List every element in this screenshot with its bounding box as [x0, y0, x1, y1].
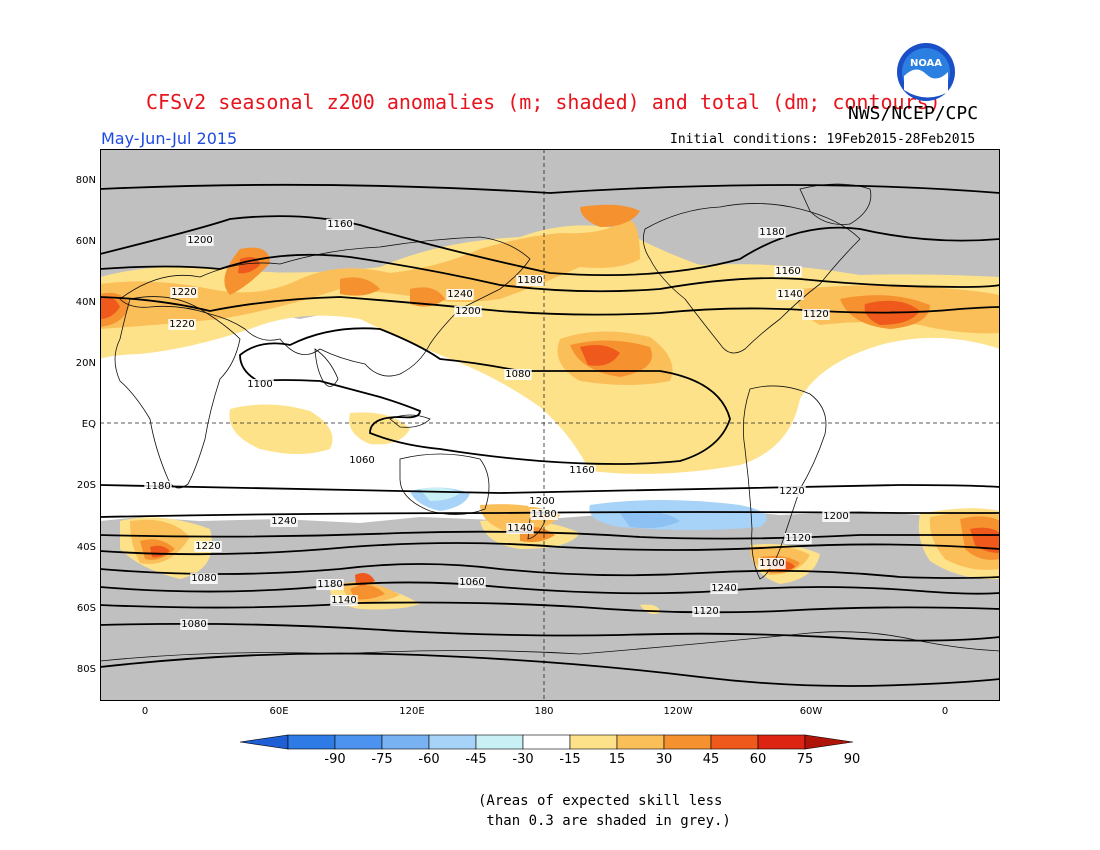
contour-label: 1200 [455, 306, 480, 317]
contour-label: 1060 [349, 455, 374, 466]
lon-label: 60E [269, 706, 289, 717]
colorbar-segment [428, 734, 477, 750]
lat-label: 20N [75, 358, 96, 369]
skill-note: (Areas of expected skill less than 0.3 a… [478, 793, 731, 829]
lat-label: 40S [76, 542, 96, 553]
contour-label: 1120 [785, 533, 810, 544]
contour-labels: 1160 1180 1200 1220 1240 1220 1200 1180 … [144, 219, 850, 630]
height-contours [100, 183, 1000, 687]
map-title: CFSv2 seasonal z200 anomalies (m; shaded… [146, 90, 941, 114]
lat-label: 60N [75, 236, 96, 247]
colorbar-tick-label: -45 [465, 752, 487, 767]
lon-label: 0 [141, 706, 149, 717]
colorbar-tick-label: 15 [608, 752, 626, 767]
colorbar-segment [710, 734, 759, 750]
colorbar-segment [757, 734, 806, 750]
colorbar-segment [569, 734, 618, 750]
lon-label: 60W [799, 706, 823, 717]
lat-label: 40N [75, 297, 96, 308]
contour-label: 1080 [191, 573, 216, 584]
colorbar-tick-label: -60 [418, 752, 440, 767]
contour-label: 1180 [531, 509, 556, 520]
colorbar-segment [522, 734, 571, 750]
colorbar-tick-label: -15 [559, 752, 581, 767]
lat-label: 80S [76, 664, 96, 675]
lat-label: 60S [76, 603, 96, 614]
contour-label: 1220 [195, 541, 220, 552]
contour-label: 1200 [529, 496, 554, 507]
colorbar-tick-label: 75 [796, 752, 814, 767]
colorbar-tick-label: 60 [749, 752, 767, 767]
contour-label: 1180 [517, 275, 542, 286]
colorbar-tick-label: -75 [371, 752, 393, 767]
colorbar-segment [334, 734, 383, 750]
colorbar-segment [616, 734, 665, 750]
contour-label: 1080 [505, 369, 530, 380]
anomaly-map: 1160 1180 1200 1220 1240 1220 1200 1180 … [100, 149, 1000, 701]
contour-label: 1180 [317, 579, 342, 590]
initial-conditions: Initial conditions: 19Feb2015-28Feb2015 [670, 132, 976, 147]
coastlines [100, 183, 1000, 662]
lat-label: 20S [76, 480, 96, 491]
contour-label: 1160 [775, 266, 800, 277]
contour-label: 1140 [777, 289, 802, 300]
contour-label: 1120 [693, 606, 718, 617]
contour-label: 1180 [759, 227, 784, 238]
colorbar-segment [475, 734, 524, 750]
colorbar-segment [287, 734, 336, 750]
negative-anomaly-medium [620, 511, 680, 529]
contour-label: 1160 [569, 465, 594, 476]
colorbar-tick-label: -90 [324, 752, 346, 767]
lon-label: 0 [941, 706, 949, 717]
contour-label: 1100 [247, 379, 272, 390]
agency-label: NWS/NCEP/CPC [848, 103, 979, 124]
contour-label: 1080 [181, 619, 206, 630]
contour-label: 1240 [271, 516, 296, 527]
forecast-period: May-Jun-Jul 2015 [101, 129, 238, 148]
contour-label: 1060 [459, 577, 484, 588]
map-frame [100, 149, 1000, 701]
colorbar-segment [804, 734, 854, 750]
contour-label: 1140 [507, 523, 532, 534]
contour-label: 1180 [145, 481, 170, 492]
contour-label: 1100 [759, 558, 784, 569]
contour-label: 1240 [711, 583, 736, 594]
lat-label: 80N [75, 175, 96, 186]
contour-label: 1220 [169, 319, 194, 330]
contour-label: 1240 [447, 289, 472, 300]
lat-label: EQ [81, 419, 96, 430]
colorbar-segment [240, 734, 289, 750]
contour-label: 1200 [823, 511, 848, 522]
svg-text:NOAA: NOAA [910, 58, 942, 69]
noaa-logo: NOAA [896, 42, 956, 102]
colorbar-tick-label: -30 [512, 752, 534, 767]
lon-label: 180 [534, 706, 554, 717]
lon-label: 120E [399, 706, 425, 717]
colorbar [240, 734, 854, 750]
lon-label: 120W [663, 706, 693, 717]
contour-label: 1140 [331, 595, 356, 606]
contour-label: 1220 [779, 486, 804, 497]
reference-gridlines [100, 149, 1000, 701]
colorbar-tick-label: 45 [702, 752, 720, 767]
colorbar-tick-label: 90 [843, 752, 861, 767]
colorbar-segment [381, 734, 430, 750]
contour-label: 1200 [187, 235, 212, 246]
colorbar-tick-label: 30 [655, 752, 673, 767]
contour-label: 1120 [803, 309, 828, 320]
contour-label: 1160 [327, 219, 352, 230]
contour-label: 1220 [171, 287, 196, 298]
colorbar-segment [663, 734, 712, 750]
